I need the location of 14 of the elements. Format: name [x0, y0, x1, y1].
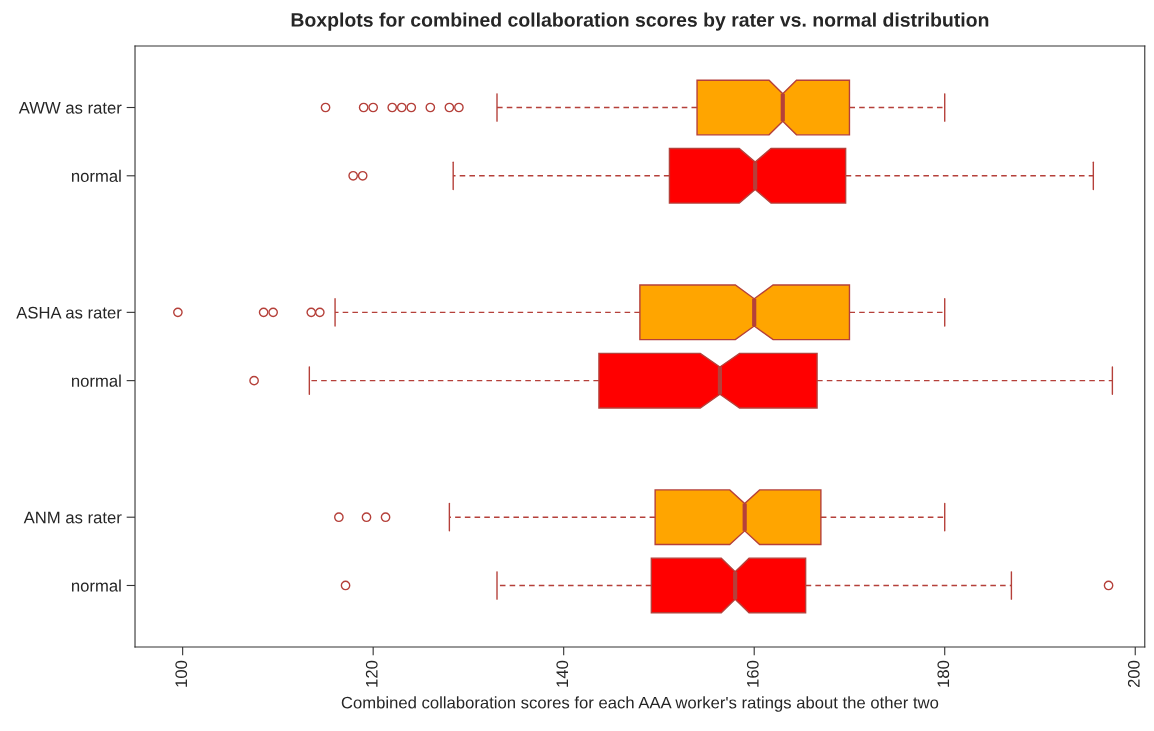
x-tick-label: 100	[175, 660, 188, 687]
x-tick-label: 160	[746, 660, 759, 687]
y-tick-label: normal	[71, 374, 121, 387]
y-tick-label: ASHA as rater	[16, 306, 122, 319]
x-tick-label: 140	[556, 660, 569, 687]
chart-title: Boxplots for combined collaboration scores by rater vs. normal distribution	[291, 12, 989, 31]
x-axis-title: Combined collaboration scores for each AAA worker's ratings about the other two	[341, 696, 939, 712]
y-tick-label: normal	[71, 169, 121, 182]
y-tick-label: ANM as rater	[23, 511, 122, 524]
y-tick-label: normal	[71, 579, 121, 592]
x-tick-label: 120	[365, 660, 378, 687]
x-tick-label: 180	[937, 660, 950, 687]
y-tick-label: AWW as rater	[18, 102, 122, 114]
x-tick-label: 200	[1127, 660, 1140, 688]
